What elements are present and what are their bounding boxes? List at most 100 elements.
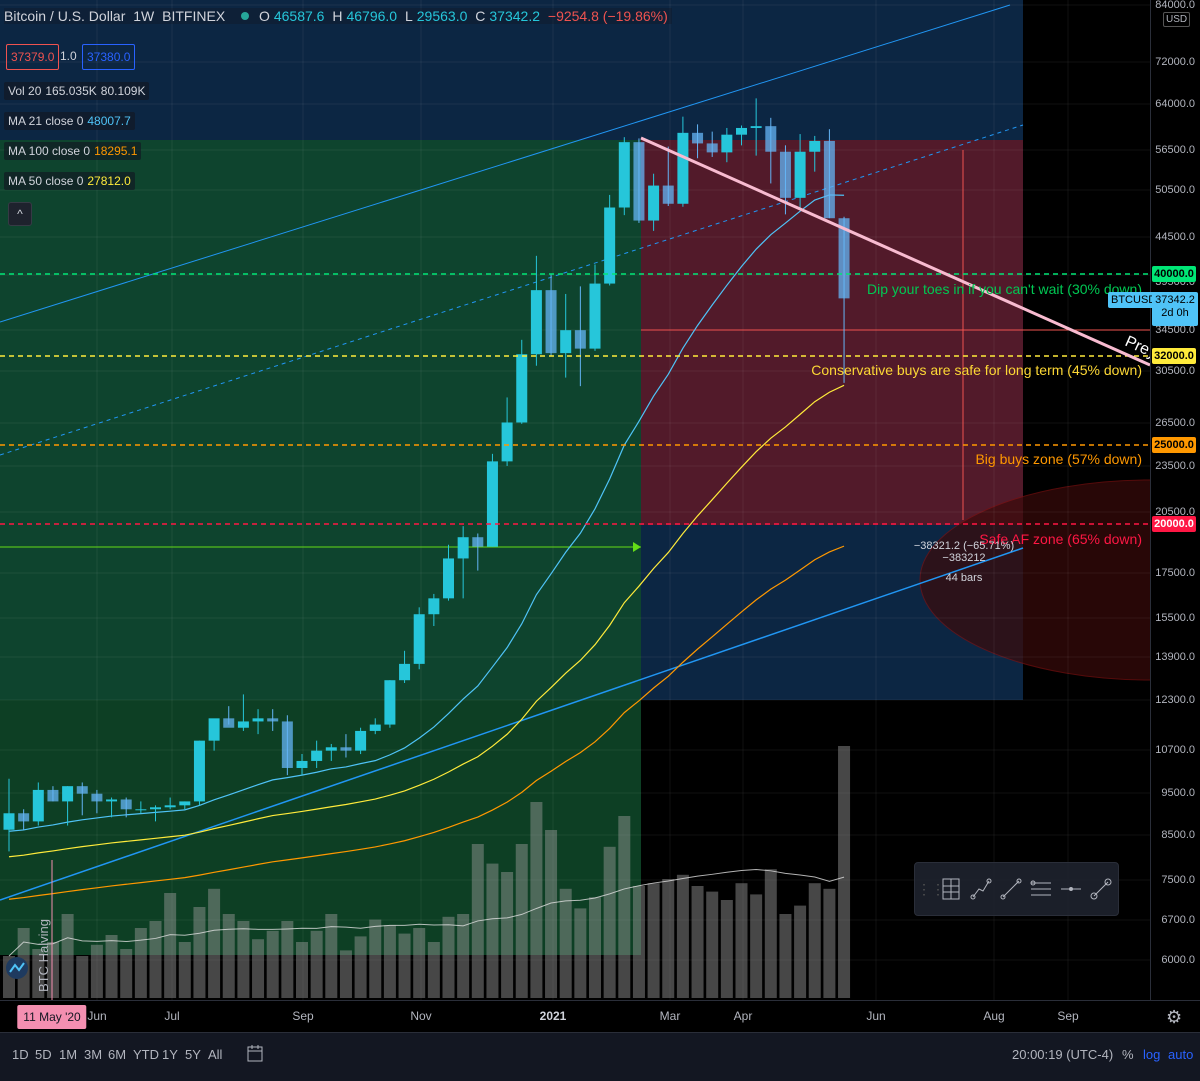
candle-body [545,290,557,354]
volume-bar [632,886,645,998]
drag-handle-icon[interactable]: ⋮⋮ [917,881,945,897]
range-1d[interactable]: 1D [12,1047,29,1062]
volume-bar [266,930,279,998]
candle-body [809,140,821,152]
candle [399,650,411,683]
goto-date-icon[interactable] [246,1043,264,1066]
volume-bar [706,891,719,998]
candle [750,98,762,156]
candle-body [823,140,835,219]
clock-time[interactable]: 20:00:19 (UTC-4) [1012,1047,1114,1062]
parallel-channel-tool-icon[interactable] [1027,875,1055,903]
x-tick-apr: Apr [733,1009,753,1023]
candle-body [662,185,674,204]
volume-bar [647,883,660,998]
candle-body [311,750,323,761]
candle-body [193,740,205,802]
range-5y[interactable]: 5Y [185,1047,201,1062]
path-tool-icon[interactable] [967,875,995,903]
candle-body [3,813,15,830]
indicator-ma50[interactable]: MA 50 close 0 27812.0 [4,172,135,190]
trend-line-tool-icon[interactable] [997,875,1025,903]
indicator-ma50-value: 27812.0 [87,174,131,188]
current-price-value: 37342.2 [1155,294,1195,306]
candle-body [677,132,689,204]
indicator-ma100[interactable]: MA 100 close 0 18295.1 [4,142,142,160]
candle [325,743,337,761]
candle [809,135,821,172]
currency-label[interactable]: USD [1163,12,1191,27]
log-toggle[interactable]: log [1143,1047,1161,1062]
y-tick: 34500.0 [1155,324,1195,336]
volume-bar [354,936,367,998]
y-tick: 12300.0 [1155,694,1195,706]
time-axis[interactable]: 11 May '20 Jun Jul Sep Nov 2021 Mar Apr … [0,1000,1200,1033]
volume-ma-line [8,869,845,957]
candle-body [106,799,118,802]
volume-bar [838,746,851,998]
percent-toggle[interactable]: % [1122,1047,1134,1062]
volume-bar [90,944,103,998]
indicator-ma21[interactable]: MA 21 close 0 48007.7 [4,112,135,130]
candle-body [736,127,747,135]
fib-grid-tool-icon[interactable] [937,875,965,903]
interval[interactable]: 1W [133,8,155,24]
range-ytd[interactable]: YTD [133,1047,159,1062]
candle [736,125,747,146]
volume-bar [222,914,235,998]
buy-price-button[interactable]: 37380.0 [82,44,136,70]
volume-bar [76,956,89,998]
x-tick-sep: Sep [292,1009,314,1023]
candle [135,801,147,814]
y-tick: 6000.0 [1161,954,1195,966]
indicator-ma100-label: MA 100 close 0 [8,144,91,158]
drawing-toolbar: ⋮⋮ [914,862,1119,916]
candle [560,293,572,378]
collapse-indicators-button[interactable]: ^ [8,202,32,226]
candle [721,127,733,163]
range-3m[interactable]: 3M [84,1047,103,1062]
candle-body [574,330,586,349]
range-1y[interactable]: 1Y [162,1047,178,1062]
candle-body [648,185,660,221]
sell-price-button[interactable]: 37379.0 [6,44,60,70]
candle-body [604,207,616,284]
volume-bar [193,907,206,998]
range-5d[interactable]: 5D [35,1047,52,1062]
bottom-toolbar: 1D 5D 1M 3M 6M YTD 1Y 5Y All 20:00:19 (U… [0,1032,1200,1081]
y-tick: 17500.0 [1155,567,1195,579]
channel-upper-line [0,4,1011,323]
low-value: 29563.0 [416,8,468,24]
candle [794,134,806,208]
volume-bar [339,950,352,998]
candle [838,216,850,383]
range-1m[interactable]: 1M [59,1047,78,1062]
candle-body [223,718,235,728]
settings-gear-icon[interactable]: ⚙ [1166,1007,1183,1027]
candle [501,397,513,466]
volume-bar [120,949,133,998]
y-tick: 8500.0 [1161,829,1195,841]
candle [413,607,425,670]
x-tick-2021: 2021 [539,1009,567,1023]
ray-tool-icon[interactable] [1087,875,1115,903]
auto-toggle[interactable]: auto [1168,1047,1194,1062]
horizontal-ray-tool-icon[interactable] [1057,875,1085,903]
candle [428,593,440,627]
indicator-volume[interactable]: Vol 20 165.035K 80.109K [4,82,150,100]
price-label-25000: 25000.0 [1152,437,1196,453]
volume-bar [32,949,45,998]
candle-body [32,789,44,822]
ma100-line [8,545,845,900]
range-all[interactable]: All [208,1047,223,1062]
y-tick: 30500.0 [1155,365,1195,377]
volume-bar [442,916,455,998]
volume-bar [589,897,601,998]
high-label: H [332,8,343,24]
price-axis[interactable]: 84000.0 72000.0 64000.0 56500.0 50500.0 44500… [1150,0,1200,1000]
range-6m[interactable]: 6M [108,1047,127,1062]
candle-body [281,721,293,768]
symbol-name[interactable]: Bitcoin / U.S. Dollar [4,8,126,24]
candle [633,138,645,223]
